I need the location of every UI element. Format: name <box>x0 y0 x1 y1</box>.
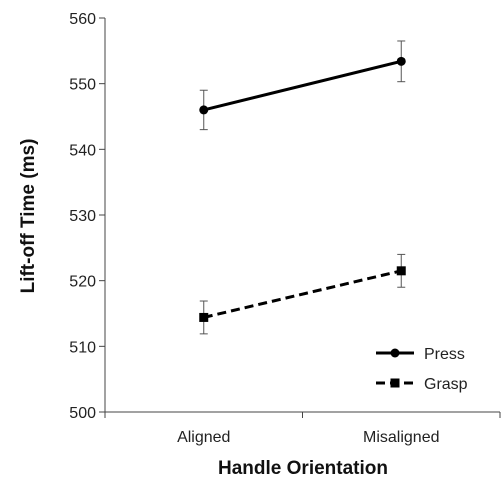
y-tick-label: 500 <box>69 405 96 422</box>
data-point <box>199 312 209 322</box>
series-line <box>203 59 402 112</box>
y-tick-label: 540 <box>69 142 96 159</box>
y-tick-label: 510 <box>69 339 96 356</box>
y-tick-label: 560 <box>69 11 96 28</box>
series-line <box>203 269 402 319</box>
x-tick-label: Misaligned <box>363 429 439 446</box>
x-tick-label: Aligned <box>177 429 230 446</box>
legend-label: Press <box>424 346 465 363</box>
y-tick-label: 530 <box>69 208 96 225</box>
y-tick-label: 550 <box>69 77 96 94</box>
legend-label: Grasp <box>424 376 468 393</box>
series-layer <box>199 40 406 335</box>
y-axis-title: Lift-off Time (ms) <box>18 139 39 294</box>
series-press <box>199 40 406 131</box>
legend-item-press: Press <box>376 346 465 363</box>
legend-marker <box>390 348 400 358</box>
x-axis-title: Handle Orientation <box>218 458 388 479</box>
x-axis: Aligned Misaligned <box>104 411 501 446</box>
legend-item-grasp: Grasp <box>376 376 468 393</box>
series-grasp <box>199 253 406 335</box>
data-point <box>396 266 406 276</box>
y-tick-label: 520 <box>69 274 96 291</box>
data-point <box>199 105 209 115</box>
data-point <box>396 56 406 66</box>
legend: Press Grasp <box>376 346 468 393</box>
y-axis: 500 510 520 530 540 550 560 <box>69 11 106 422</box>
legend-marker <box>390 378 400 388</box>
